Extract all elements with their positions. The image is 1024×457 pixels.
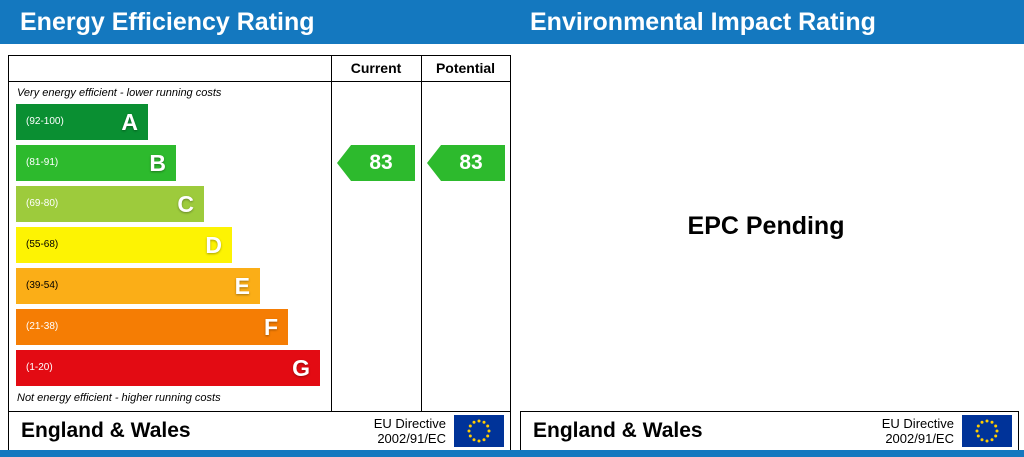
eu-directive-line1: EU Directive <box>373 416 446 431</box>
energy-efficiency-chart: Current Potential Very energy efficient … <box>8 55 511 412</box>
band-f-range: (21-38) <box>26 321 59 332</box>
current-column <box>331 56 422 411</box>
band-b-letter: B <box>149 150 166 176</box>
epc-pending-status: EPC Pending <box>687 212 845 240</box>
current-rating-value: 83 <box>369 151 393 174</box>
band-e: (39-54) E <box>16 268 260 304</box>
band-d-range: (55-68) <box>26 239 59 250</box>
band-b-range: (81-91) <box>26 157 59 168</box>
potential-rating-arrow: 83 <box>427 145 505 181</box>
column-header-row: Current Potential <box>9 56 510 82</box>
rating-bands: (92-100) A (81-91) B (69-80) C (55-68) D… <box>16 104 320 386</box>
environmental-impact-title: Environmental Impact Rating <box>530 8 876 36</box>
eu-directive-label-right: EU Directive 2002/91/EC <box>882 416 954 446</box>
band-e-letter: E <box>234 273 250 299</box>
eu-directive-line2: 2002/91/EC <box>885 431 954 446</box>
band-a-letter: A <box>121 109 138 135</box>
energy-efficiency-title: Energy Efficiency Rating <box>20 8 315 36</box>
band-c: (69-80) C <box>16 186 204 222</box>
band-d: (55-68) D <box>16 227 232 263</box>
eu-flag-stars <box>467 419 491 443</box>
eu-directive-label-left: EU Directive 2002/91/EC <box>374 416 446 446</box>
potential-column-header: Potential <box>435 60 496 76</box>
footer-left: England & Wales EU Directive 2002/91/EC <box>8 411 511 451</box>
band-c-letter: C <box>177 191 194 217</box>
current-rating-arrow: 83 <box>337 145 415 181</box>
band-a-range: (92-100) <box>26 116 64 127</box>
eu-directive-line2: 2002/91/EC <box>377 431 446 446</box>
region-label-right: England & Wales <box>533 419 703 442</box>
band-e-range: (39-54) <box>26 280 59 291</box>
potential-rating-value: 83 <box>459 151 483 174</box>
header-bar: Energy Efficiency Rating Environmental I… <box>0 0 1024 44</box>
band-a: (92-100) A <box>16 104 148 140</box>
eu-flag-icon <box>962 415 1012 447</box>
region-label-left: England & Wales <box>21 419 191 442</box>
eu-flag-icon <box>454 415 504 447</box>
band-f-letter: F <box>263 314 278 340</box>
bottom-border-strip <box>0 450 1024 457</box>
eu-flag-stars <box>975 419 999 443</box>
band-d-letter: D <box>205 232 222 258</box>
band-c-range: (69-80) <box>26 198 59 209</box>
band-f: (21-38) F <box>16 309 288 345</box>
band-g-range: (1-20) <box>26 362 53 373</box>
current-column-header: Current <box>350 60 402 76</box>
bottom-note: Not energy efficient - higher running co… <box>17 392 221 404</box>
eu-directive-line1: EU Directive <box>881 416 954 431</box>
footer-right: England & Wales EU Directive 2002/91/EC <box>520 411 1019 451</box>
potential-column <box>421 56 511 411</box>
band-b: (81-91) B <box>16 145 176 181</box>
top-note: Very energy efficient - lower running co… <box>17 87 222 99</box>
band-g: (1-20) G <box>16 350 320 386</box>
band-g-letter: G <box>292 355 310 381</box>
